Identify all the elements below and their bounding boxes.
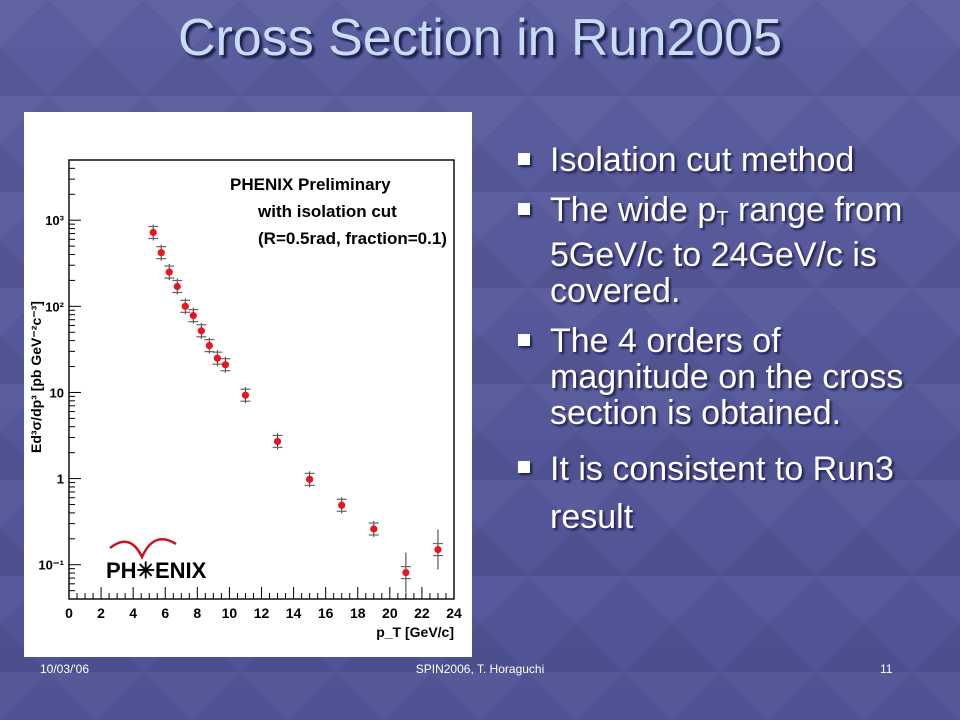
- x-tick-label: 24: [446, 605, 462, 621]
- bullet-text: The wide pT range from 5GeV/c to 24GeV/c…: [550, 191, 903, 310]
- cross-section-chart: 0 2 4 6 8 10 12 14 16 18 20 22 24 10³ 10² 10 1 10⁻¹ PHENIX…: [24, 112, 472, 657]
- footer-date: 10/03/'06: [40, 662, 90, 676]
- data-point: [434, 545, 442, 554]
- bullet-text: Isolation cut method: [550, 141, 855, 179]
- data-point: [197, 327, 205, 335]
- data-point: [306, 475, 314, 483]
- x-tick-label: 18: [350, 605, 366, 621]
- footer-presenter: SPIN2006, T. Horaguchi: [415, 662, 545, 676]
- chart-svg: 0 2 4 6 8 10 12 14 16 18 20 22 2410³10²10110⁻¹PHENIX…: [28, 159, 462, 640]
- y-tick-label: 10⁻¹: [38, 558, 64, 573]
- bullet-list: Isolation cut method The wide pT range f…: [516, 142, 916, 555]
- data-point: [338, 501, 346, 509]
- data-point: [213, 354, 221, 362]
- bullet-square-icon: [518, 153, 530, 165]
- x-tick-label: 2: [97, 605, 105, 621]
- data-point: [241, 391, 250, 399]
- x-tick-label: 16: [318, 605, 334, 621]
- x-tick-label: 14: [286, 605, 302, 621]
- phenix-logo-arc: [109, 538, 177, 560]
- bullet-square-icon: [518, 334, 530, 346]
- data-point: [221, 361, 230, 369]
- x-tick-label: 8: [193, 605, 201, 621]
- x-tick-label: 10: [222, 605, 238, 621]
- data-point: [205, 342, 213, 350]
- data-point: [165, 268, 173, 276]
- y-axis-title: Ed³σ/dp³ [pb GeV⁻²c⁻³]: [28, 301, 44, 453]
- data-point: [402, 569, 410, 577]
- x-axis-title: p_T [GeV/c]: [376, 624, 454, 640]
- plot-frame: [68, 159, 455, 600]
- x-tick-label: 22: [414, 605, 430, 621]
- bullet-text: It is consistent to Run3 result: [550, 450, 894, 536]
- y-tick-label: 10: [50, 385, 64, 400]
- y-tick-label: 1: [57, 472, 64, 487]
- y-tick-label: 10³: [45, 213, 64, 228]
- phenix-logo-text: PH✳ENIX: [106, 558, 207, 583]
- slide-title: Cross Section in Run2005: [177, 9, 783, 67]
- footer-page-number: 11: [880, 662, 893, 676]
- data-point: [181, 302, 189, 310]
- x-tick-label: 6: [161, 605, 169, 621]
- x-tick-label: 0: [65, 605, 73, 621]
- bullet-item: It is consistent to Run3 result: [516, 445, 916, 541]
- data-point: [157, 249, 165, 257]
- data-point: [370, 525, 378, 533]
- data-point: [173, 282, 181, 291]
- y-tick-label: 10²: [45, 299, 64, 314]
- bullet-text: The 4 orders of magnitude on the cross s…: [550, 322, 904, 432]
- bullet-square-icon: [518, 461, 530, 473]
- chart-annotation: with isolation cut: [257, 202, 397, 221]
- x-tick-label: 4: [129, 605, 137, 621]
- chart-annotation: PHENIX Preliminary: [230, 175, 391, 194]
- data-point: [149, 228, 157, 237]
- x-tick-label: 20: [382, 605, 398, 621]
- data-point: [189, 312, 197, 320]
- data-point: [273, 437, 282, 446]
- bullet-square-icon: [518, 203, 530, 215]
- bullet-item: Isolation cut method: [516, 142, 916, 178]
- chart-annotation: (R=0.5rad, fraction=0.1): [258, 229, 447, 248]
- x-tick-label: 12: [254, 605, 270, 621]
- bullet-item: The wide pT range from 5GeV/c to 24GeV/c…: [516, 192, 916, 309]
- bullet-item: The 4 orders of magnitude on the cross s…: [516, 323, 916, 431]
